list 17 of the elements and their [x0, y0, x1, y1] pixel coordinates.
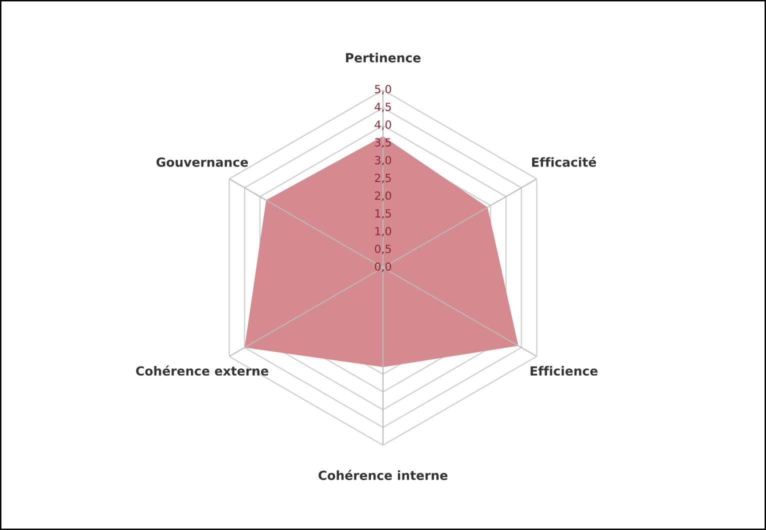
spoke-label: Gouvernance [156, 157, 248, 167]
y-tick-label: 3,0 [375, 156, 392, 166]
y-tick-label: 1,0 [375, 226, 392, 236]
y-tick-label: 3,5 [375, 138, 391, 148]
y-tick-label: 2,5 [374, 174, 391, 184]
y-tick-label: 1,5 [375, 209, 391, 219]
y-tick-label: 2,0 [374, 191, 392, 201]
spoke-label: Efficacité [532, 156, 596, 167]
spoke-label: Cohérence externe [136, 366, 268, 376]
spoke-label: Efficience [530, 366, 598, 376]
spoke-label: Cohérence interne [318, 470, 448, 480]
y-tick-label: 4,0 [374, 120, 392, 130]
y-tick-label: 4,5 [374, 102, 391, 112]
y-tick-label: 0,5 [374, 244, 391, 254]
y-tick-label: 5,0 [375, 84, 392, 94]
spoke-label: Pertinence [346, 52, 421, 62]
y-tick-label: 0,0 [374, 262, 392, 272]
